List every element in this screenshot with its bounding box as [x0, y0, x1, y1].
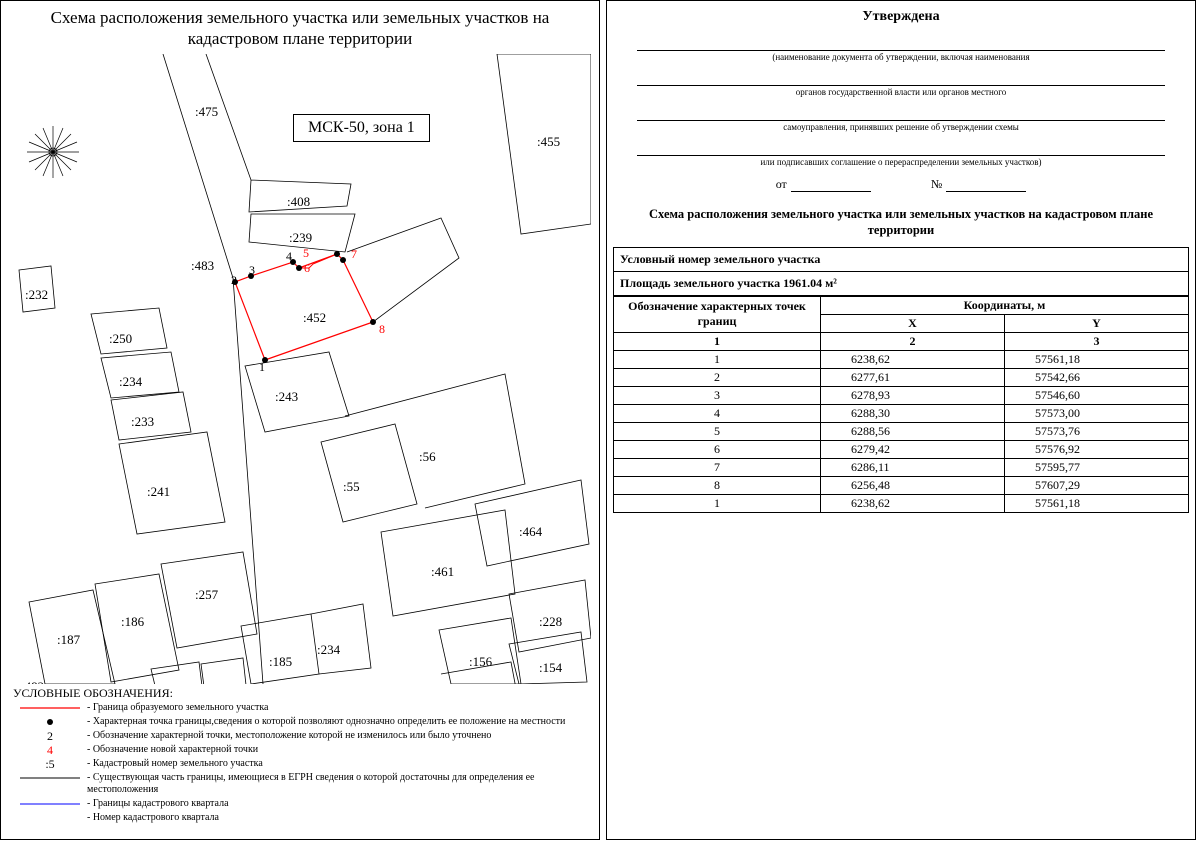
parcel-label: :166	[163, 683, 186, 684]
info-box: Условный номер земельного участка Площад…	[613, 247, 1189, 296]
parcel-label: :475	[195, 104, 218, 120]
parcel-label: :154	[539, 660, 562, 676]
parcel-label: :464	[519, 524, 542, 540]
table-row: 16238,6257561,18	[614, 350, 1189, 368]
right-subtitle: Схема расположения земельного участка ил…	[627, 206, 1175, 239]
parcel-label: :156	[469, 654, 492, 670]
zone-box: МСК-50, зона 1	[293, 114, 430, 142]
parcel-label: :239	[289, 230, 312, 246]
right-page: Утверждена (наименование документа об ут…	[606, 0, 1196, 840]
approved-label: Утверждена	[627, 9, 1175, 25]
map-title: Схема расположения земельного участка ил…	[11, 7, 589, 50]
parcel-label: :461	[431, 564, 454, 580]
table-row: 86256,4857607,29	[614, 476, 1189, 494]
legend-title: УСЛОВНЫЕ ОБОЗНАЧЕНИЯ:	[13, 686, 587, 701]
parcel-label: :483	[191, 258, 214, 274]
parcel-label: :241	[147, 484, 170, 500]
parcel-label: :243	[275, 389, 298, 405]
parcel-label: :250	[109, 331, 132, 347]
parcel-label: :482	[21, 679, 44, 684]
parcel-label: :55	[343, 479, 360, 495]
map-svg	[11, 54, 591, 684]
approval-block: Утверждена (наименование документа об ут…	[627, 9, 1175, 192]
table-row: 16238,6257561,18	[614, 494, 1189, 512]
coords-table: Обозначение характерных точек границ Коо…	[613, 296, 1189, 513]
table-row: 66279,4257576,92	[614, 440, 1189, 458]
vertex-label: 1	[259, 360, 265, 375]
parcel-label: :257	[195, 587, 218, 603]
table-row: 46288,3057573,00	[614, 404, 1189, 422]
cond-num: Условный номер земельного участка	[614, 248, 1188, 272]
table-row: 76286,1157595,77	[614, 458, 1189, 476]
parcel-label: :234	[317, 642, 340, 658]
table-row: 56288,5657573,76	[614, 422, 1189, 440]
vertex-label: 3	[249, 263, 255, 278]
map-area: МСК-50, зона 1 :475 :455 :408 :239 :483 :232:…	[11, 54, 591, 684]
parcel-label: :455	[537, 134, 560, 150]
vertex-label: 8	[379, 322, 385, 337]
vertex-label: 5	[303, 246, 309, 261]
parcel-label: :408	[287, 194, 310, 210]
area: Площадь земельного участка 1961.04 м²	[614, 272, 1188, 295]
table-row: 36278,9357546,60	[614, 386, 1189, 404]
vertex-label: 6	[304, 261, 310, 276]
vertex-label: 2	[231, 273, 237, 288]
left-page: Схема расположения земельного участка ил…	[0, 0, 600, 840]
table-row: 26277,6157542,66	[614, 368, 1189, 386]
parcel-label: :56	[419, 449, 436, 465]
parcel-label: :452	[303, 310, 326, 326]
parcel-label: :232	[25, 287, 48, 303]
legend: - Граница образуемого земельного участка…	[13, 702, 587, 825]
parcel-label: :187	[57, 632, 80, 648]
vertex-label: 4	[286, 249, 292, 264]
parcel-label: :186	[121, 614, 144, 630]
vertex-label: 7	[351, 247, 357, 262]
parcel-label: :164	[213, 683, 236, 684]
parcel-label: :233	[131, 414, 154, 430]
parcel-label: :234	[119, 374, 142, 390]
parcel-label: :185	[269, 654, 292, 670]
parcel-label: :228	[539, 614, 562, 630]
